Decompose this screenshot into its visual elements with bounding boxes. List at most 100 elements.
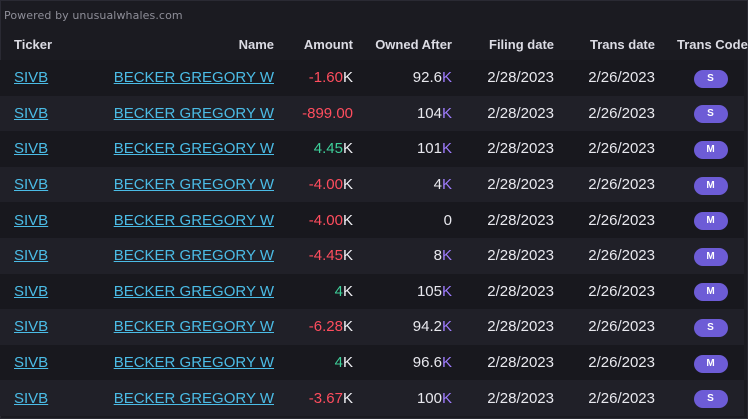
ticker-link[interactable]: SIVB — [14, 354, 49, 372]
filing-date-cell: 2/28/2023 — [487, 69, 554, 87]
name-cell: BECKER GREGORY W — [110, 167, 274, 203]
header-trans-code[interactable]: Trans Code — [677, 36, 748, 52]
table-row: SIVB BECKER GREGORY W -4.00K 4K 2/28/2023 2/2… — [0, 166, 744, 203]
owned-after-unit: K — [441, 247, 452, 265]
insider-name-link[interactable]: BECKER GREGORY W — [113, 389, 274, 407]
ticker-cell: SIVB — [0, 96, 110, 132]
amount-value: -4.45 — [308, 247, 343, 265]
insider-name-link[interactable]: BECKER GREGORY W — [113, 354, 274, 372]
trans-code-cell: S — [655, 60, 744, 96]
trans-code-badge[interactable]: M — [693, 354, 728, 373]
trans-code-badge[interactable]: M — [693, 247, 728, 266]
table-body: SIVB BECKER GREGORY W -1.60K 92.6K 2/28/2023… — [0, 60, 744, 416]
filing-date-cell: 2/28/2023 — [487, 282, 554, 300]
table-row: SIVB BECKER GREGORY W -4.00K 0 2/28/2023 2/26… — [0, 202, 744, 238]
insider-trades-table: Ticker Name Amount Owned After Filing da… — [0, 28, 748, 416]
trans-code-badge[interactable]: M — [693, 140, 728, 159]
insider-name-link[interactable]: BECKER GREGORY W — [113, 140, 274, 158]
owned-after-cell: 4K — [353, 167, 452, 203]
owned-after-value: 105 — [416, 282, 442, 300]
ticker-link[interactable]: SIVB — [14, 176, 49, 194]
trans-code-cell: M — [655, 345, 744, 381]
table-row: SIVB BECKER GREGORY W -899.00 104K 2/28/2023… — [0, 95, 744, 132]
ticker-link[interactable]: SIVB — [14, 318, 49, 336]
header-row: Ticker Name Amount Owned After Filing da… — [0, 28, 748, 60]
header-name[interactable]: Name — [238, 36, 274, 52]
trans-date-cell: 2/26/2023 — [588, 247, 655, 265]
filing-date-cell: 2/28/2023 — [487, 104, 554, 122]
insider-name-link[interactable]: BECKER GREGORY W — [113, 247, 274, 265]
trans-code-badge[interactable]: M — [693, 176, 728, 195]
ticker-cell: SIVB — [0, 345, 110, 381]
owned-after-cell: 96.6K — [353, 345, 452, 381]
amount-cell: 4.45K — [274, 131, 353, 167]
owned-after-cell: 94.2K — [353, 309, 452, 345]
ticker-link[interactable]: SIVB — [14, 211, 49, 229]
owned-after-unit: K — [441, 104, 452, 122]
owned-after-cell: 100K — [353, 380, 452, 416]
owned-after-unit: K — [441, 140, 452, 158]
trans-date-cell: 2/26/2023 — [588, 69, 655, 87]
amount-cell: -4.00K — [274, 202, 353, 238]
ticker-link[interactable]: SIVB — [14, 69, 49, 87]
powered-by-label: Powered by unusualwhales.com — [4, 9, 183, 22]
amount-unit: K — [342, 176, 353, 194]
owned-after-value: 104 — [416, 104, 442, 122]
trans-date-cell: 2/26/2023 — [588, 104, 655, 122]
filing-date-cell: 2/28/2023 — [487, 176, 554, 194]
ticker-link[interactable]: SIVB — [14, 247, 49, 265]
owned-after-value: 100 — [416, 389, 442, 407]
owned-after-value: 8 — [433, 247, 442, 265]
amount-value: -6.28 — [308, 318, 343, 336]
ticker-cell: SIVB — [0, 167, 110, 203]
ticker-link[interactable]: SIVB — [14, 104, 49, 122]
trans-date-cell: 2/26/2023 — [588, 318, 655, 336]
ticker-link[interactable]: SIVB — [14, 389, 49, 407]
header-ticker[interactable]: Ticker — [14, 36, 53, 52]
table-row: SIVB BECKER GREGORY W 4.45K 101K 2/28/2023 2/… — [0, 131, 744, 167]
amount-unit: K — [342, 140, 353, 158]
trans-code-cell: S — [655, 96, 744, 132]
owned-after-cell: 105K — [353, 274, 452, 310]
filing-date-cell: 2/28/2023 — [487, 354, 554, 372]
owned-after-value: 0 — [443, 211, 452, 229]
trans-code-cell: M — [655, 274, 744, 310]
trans-code-badge[interactable]: S — [693, 318, 728, 337]
ticker-link[interactable]: SIVB — [14, 140, 49, 158]
trans-date-cell: 2/26/2023 — [588, 211, 655, 229]
header-owned-after[interactable]: Owned After — [375, 36, 452, 52]
owned-after-unit: K — [441, 69, 452, 87]
trans-code-badge[interactable]: S — [693, 105, 728, 124]
owned-after-unit: K — [441, 354, 452, 372]
header-trans-date[interactable]: Trans date — [589, 36, 655, 52]
trans-code-cell: S — [655, 380, 744, 416]
trans-code-cell: M — [655, 131, 744, 167]
amount-value: 4 — [334, 282, 343, 300]
trans-date-cell: 2/26/2023 — [588, 389, 655, 407]
owned-after-cell: 8K — [353, 238, 452, 274]
trans-date-cell: 2/26/2023 — [588, 354, 655, 372]
table-row: SIVB BECKER GREGORY W -4.45K 8K 2/28/2023 2/2… — [0, 237, 744, 274]
trans-code-badge[interactable]: S — [693, 69, 728, 88]
owned-after-value: 101 — [416, 140, 442, 158]
insider-name-link[interactable]: BECKER GREGORY W — [113, 104, 274, 122]
insider-name-link[interactable]: BECKER GREGORY W — [113, 211, 274, 229]
insider-name-link[interactable]: BECKER GREGORY W — [113, 282, 274, 300]
insider-name-link[interactable]: BECKER GREGORY W — [113, 176, 274, 194]
table-row: SIVB BECKER GREGORY W -1.60K 92.6K 2/28/2023… — [0, 60, 744, 96]
header-filing-date[interactable]: Filing date — [489, 36, 554, 52]
amount-unit: K — [342, 318, 353, 336]
trans-code-badge[interactable]: S — [693, 390, 728, 409]
insider-name-link[interactable]: BECKER GREGORY W — [113, 318, 274, 336]
ticker-link[interactable]: SIVB — [14, 282, 49, 300]
amount-unit: K — [342, 211, 353, 229]
trans-code-badge[interactable]: M — [693, 283, 728, 302]
header-amount[interactable]: Amount — [303, 36, 353, 52]
owned-after-unit: K — [441, 282, 452, 300]
name-cell: BECKER GREGORY W — [110, 345, 274, 381]
trans-code-badge[interactable]: M — [693, 212, 728, 231]
insider-name-link[interactable]: BECKER GREGORY W — [113, 69, 274, 87]
trans-code-cell: M — [655, 202, 744, 238]
filing-date-cell: 2/28/2023 — [487, 318, 554, 336]
owned-after-cell: 92.6K — [353, 60, 452, 96]
